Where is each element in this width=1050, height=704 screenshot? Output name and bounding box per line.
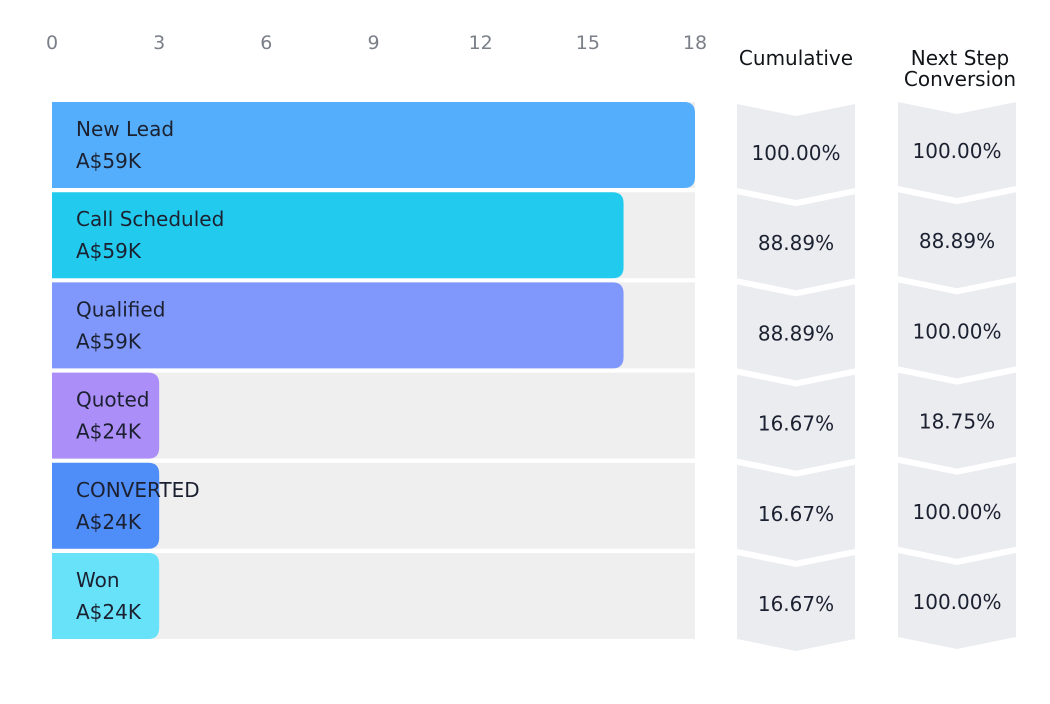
x-tick-label: 6 xyxy=(260,32,272,54)
stage-name: Qualified xyxy=(76,297,165,321)
x-tick-label: 18 xyxy=(683,32,707,54)
stage-name: Call Scheduled xyxy=(76,207,224,231)
cumulative-header: Cumulative xyxy=(739,46,853,70)
x-tick-label: 15 xyxy=(576,32,600,54)
stage-bar xyxy=(52,102,695,188)
stage-bar xyxy=(52,282,624,369)
cumulative-value: 88.89% xyxy=(758,321,834,345)
next-step-value: 100.00% xyxy=(913,139,1002,163)
stage-amount: A$24K xyxy=(76,510,142,534)
stage-amount: A$59K xyxy=(76,239,142,263)
stage-name: Quoted xyxy=(76,388,150,412)
cumulative-column: 100.00% 88.89% 88.89% 16.67% 16.67% 16.67% xyxy=(737,104,855,651)
stage-amount: A$59K xyxy=(76,329,142,353)
cumulative-value: 100.00% xyxy=(752,141,841,165)
next-step-column: 100.00% 88.89% 100.00% 18.75% 100.00% 100.00% xyxy=(898,102,1016,649)
stage-bar xyxy=(52,372,160,459)
next-step-header-line: Next Step xyxy=(911,46,1010,70)
stage-bar xyxy=(52,192,624,279)
next-step-value: 88.89% xyxy=(919,229,995,253)
next-step-header-line: Conversion xyxy=(904,67,1016,91)
next-step-chevron xyxy=(898,462,1016,559)
x-tick-label: 12 xyxy=(469,32,493,54)
next-step-value: 100.00% xyxy=(913,590,1002,614)
stage-name: New Lead xyxy=(76,117,174,141)
stage-amount: A$59K xyxy=(76,149,142,173)
stage-bar xyxy=(52,462,160,549)
cumulative-chevron xyxy=(737,374,855,471)
next-step-chevron xyxy=(898,102,1016,198)
x-tick-label: 9 xyxy=(367,32,379,54)
next-step-value: 100.00% xyxy=(913,319,1002,343)
next-step-chevron xyxy=(898,553,1016,649)
cumulative-value: 16.67% xyxy=(758,412,834,436)
next-step-value: 100.00% xyxy=(913,500,1002,524)
cumulative-chevron xyxy=(737,104,855,200)
x-tick-label: 3 xyxy=(153,32,165,54)
cumulative-value: 16.67% xyxy=(758,592,834,616)
stage-name: Won xyxy=(76,568,120,592)
cumulative-chevron xyxy=(737,555,855,651)
x-tick-label: 0 xyxy=(46,32,58,54)
stage-amount: A$24K xyxy=(76,600,142,624)
x-axis: 0 3 6 9 12 15 18 xyxy=(46,32,707,54)
cumulative-value: 16.67% xyxy=(758,502,834,526)
cumulative-value: 88.89% xyxy=(758,231,834,255)
next-step-chevron xyxy=(898,372,1016,469)
cumulative-chevron xyxy=(737,284,855,381)
stage-name: CONVERTED xyxy=(76,478,200,502)
next-step-chevron xyxy=(898,192,1016,289)
next-step-value: 18.75% xyxy=(919,410,995,434)
cumulative-chevron xyxy=(737,194,855,291)
stage-amount: A$24K xyxy=(76,420,142,444)
bars: New Lead A$59K Call Scheduled A$59K Qualifie… xyxy=(52,102,695,639)
cumulative-chevron xyxy=(737,464,855,561)
stage-bar xyxy=(52,553,160,639)
next-step-chevron xyxy=(898,282,1016,379)
